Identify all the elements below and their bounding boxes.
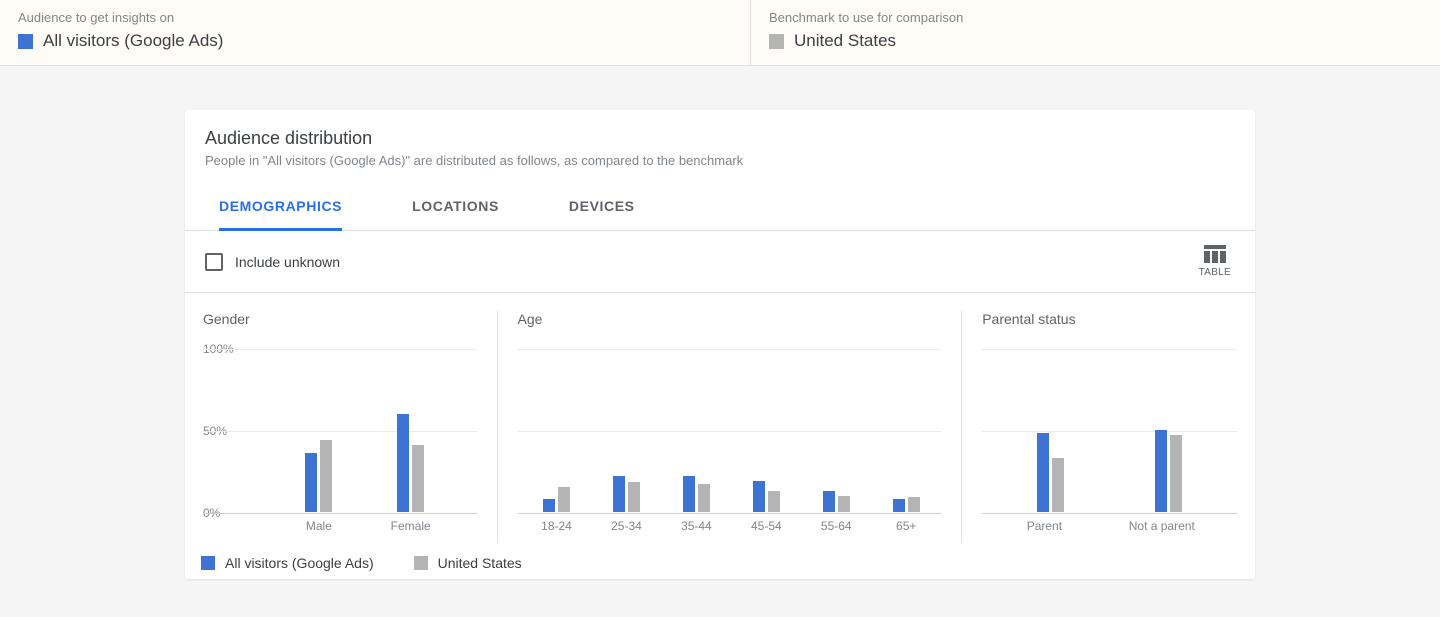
- bar-group: [397, 414, 424, 512]
- bar-audience: [893, 499, 905, 512]
- bar-benchmark: [628, 482, 640, 512]
- tabs: DEMOGRAPHICS LOCATIONS DEVICES: [185, 172, 1255, 231]
- tab-locations[interactable]: LOCATIONS: [412, 194, 499, 230]
- bar-group: [613, 476, 640, 512]
- table-button-label: TABLE: [1199, 267, 1231, 278]
- bar-audience: [683, 476, 695, 512]
- x-tick-label: Not a parent: [1129, 519, 1195, 533]
- bar-group: [305, 440, 332, 512]
- top-bar: Audience to get insights on All visitors…: [0, 0, 1440, 66]
- chart-title: Gender: [203, 311, 477, 327]
- bar-audience: [1037, 433, 1049, 512]
- x-tick-label: 18-24: [537, 519, 577, 533]
- audience-value-text: All visitors (Google Ads): [43, 31, 223, 51]
- table-icon: [1204, 245, 1226, 263]
- toolbar: Include unknown TABLE: [185, 231, 1255, 293]
- bar-group: [893, 497, 920, 512]
- legend-benchmark-swatch: [414, 556, 428, 570]
- chart-age: Age 18-24 25-34 35-44 45-54 55-64 65+: [498, 311, 963, 543]
- x-tick-label: 65+: [886, 519, 926, 533]
- tab-devices[interactable]: DEVICES: [569, 194, 635, 230]
- legend-benchmark-label: United States: [438, 555, 522, 571]
- card-subtitle: People in "All visitors (Google Ads)" ar…: [205, 153, 1235, 168]
- x-tick-label: Parent: [1024, 519, 1064, 533]
- card-title: Audience distribution: [205, 128, 1235, 149]
- legend-audience-swatch: [201, 556, 215, 570]
- audience-selector[interactable]: Audience to get insights on All visitors…: [0, 0, 750, 65]
- main-area: Audience distribution People in "All vis…: [0, 66, 1440, 579]
- charts-row: Gender100%50%0%MaleFemaleAge18-2425-3435…: [185, 293, 1255, 543]
- x-tick-label: 55-64: [816, 519, 856, 533]
- bar-audience: [305, 453, 317, 512]
- bar-audience: [823, 491, 835, 512]
- benchmark-selector-label: Benchmark to use for comparison: [769, 10, 1422, 25]
- include-unknown-label: Include unknown: [235, 254, 340, 270]
- card-header: Audience distribution People in "All vis…: [185, 110, 1255, 172]
- audience-swatch: [18, 34, 33, 49]
- table-view-button[interactable]: TABLE: [1199, 245, 1231, 278]
- audience-selector-label: Audience to get insights on: [18, 10, 732, 25]
- x-tick-label: 25-34: [606, 519, 646, 533]
- x-tick-label: 35-44: [676, 519, 716, 533]
- bar-audience: [753, 481, 765, 512]
- bar-group: [1037, 433, 1064, 512]
- bar-audience: [613, 476, 625, 512]
- bar-benchmark: [1170, 435, 1182, 512]
- tab-demographics[interactable]: DEMOGRAPHICS: [219, 194, 342, 231]
- bar-group: [683, 476, 710, 512]
- chart-plot: [203, 349, 477, 513]
- bar-group: [753, 481, 780, 512]
- bar-group: [543, 487, 570, 512]
- bar-audience: [1155, 430, 1167, 512]
- legend-audience-label: All visitors (Google Ads): [225, 555, 374, 571]
- checkbox-icon: [205, 253, 223, 271]
- bar-benchmark: [908, 497, 920, 512]
- bar-group: [1155, 430, 1182, 512]
- x-tick-label: 45-54: [746, 519, 786, 533]
- chart-gender: Gender100%50%0%MaleFemale: [201, 311, 498, 543]
- benchmark-selector[interactable]: Benchmark to use for comparison United S…: [750, 0, 1440, 65]
- bar-benchmark: [768, 491, 780, 512]
- include-unknown-checkbox[interactable]: Include unknown: [205, 253, 340, 271]
- bar-benchmark: [558, 487, 570, 512]
- chart-title: Parental status: [982, 311, 1237, 327]
- bar-benchmark: [412, 445, 424, 512]
- bar-audience: [397, 414, 409, 512]
- chart-plot: [518, 349, 942, 513]
- chart-parental: Parental status Parent Not a parent: [962, 311, 1239, 543]
- bar-group: [823, 491, 850, 512]
- bar-benchmark: [1052, 458, 1064, 512]
- bar-audience: [543, 499, 555, 512]
- bar-benchmark: [320, 440, 332, 512]
- bar-benchmark: [838, 496, 850, 512]
- x-tick-label: Female: [391, 519, 431, 533]
- chart-title: Age: [518, 311, 942, 327]
- audience-selector-value: All visitors (Google Ads): [18, 31, 732, 51]
- benchmark-swatch: [769, 34, 784, 49]
- benchmark-selector-value: United States: [769, 31, 1422, 51]
- chart-legend: All visitors (Google Ads) United States: [185, 543, 1255, 571]
- chart-plot: [982, 349, 1237, 513]
- audience-distribution-card: Audience distribution People in "All vis…: [185, 110, 1255, 579]
- benchmark-value-text: United States: [794, 31, 896, 51]
- bar-benchmark: [698, 484, 710, 512]
- x-tick-label: Male: [299, 519, 339, 533]
